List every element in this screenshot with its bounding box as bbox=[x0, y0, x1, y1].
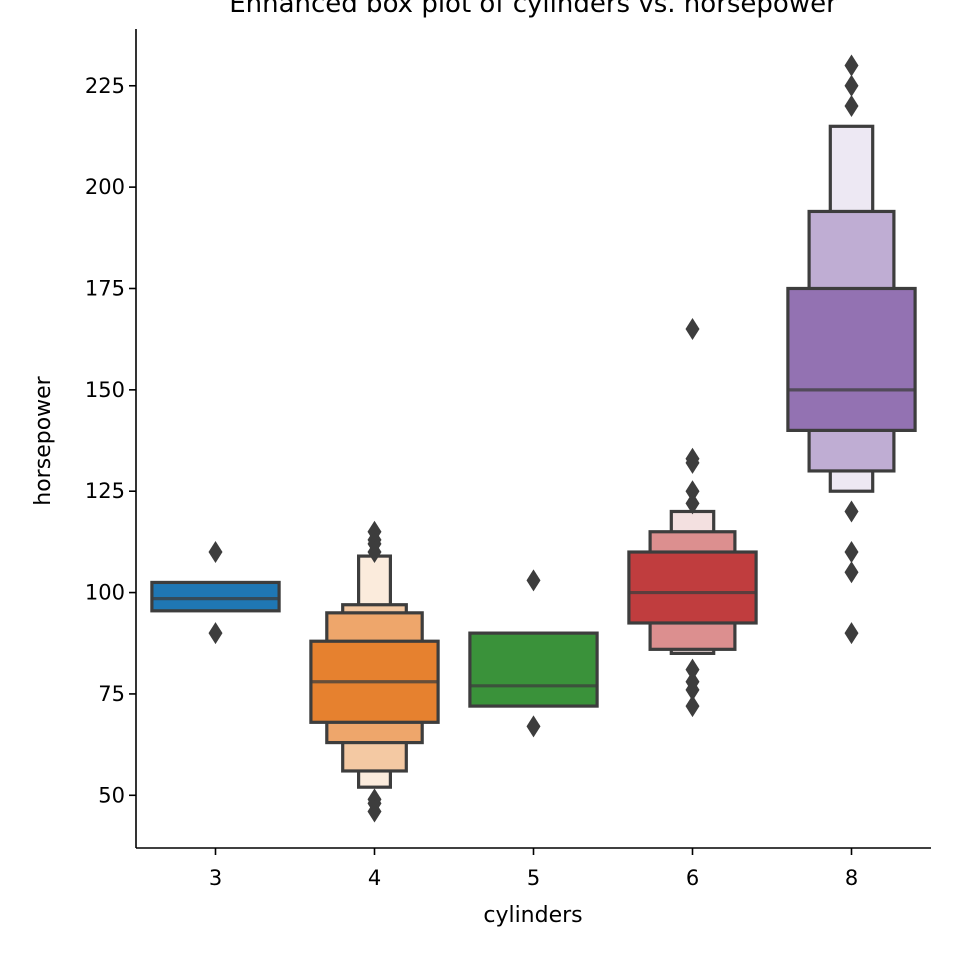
x-axis-label: cylinders bbox=[483, 903, 582, 928]
outlier-point bbox=[685, 658, 700, 681]
y-tick-label: 175 bbox=[85, 276, 125, 300]
outlier-point bbox=[367, 541, 382, 564]
y-ticks: 50 75 100 125 150 175 200 225 bbox=[85, 74, 136, 807]
x-ticks: 3 4 5 6 8 bbox=[209, 848, 858, 890]
box-group-5 bbox=[468, 569, 599, 738]
outlier-point bbox=[844, 561, 859, 584]
outlier-point bbox=[685, 492, 700, 515]
x-tick-label: 4 bbox=[368, 866, 381, 890]
chart-title: Enhanced box plot of cylinders vs. horse… bbox=[229, 0, 837, 19]
outlier-point bbox=[844, 74, 859, 97]
y-tick-label: 75 bbox=[98, 682, 125, 706]
x-tick-label: 6 bbox=[686, 866, 699, 890]
y-tick-label: 50 bbox=[98, 783, 125, 807]
plot-area bbox=[150, 54, 917, 823]
outlier-point bbox=[208, 622, 223, 645]
x-tick-label: 5 bbox=[527, 866, 540, 890]
outlier-point bbox=[685, 318, 700, 341]
y-tick-label: 150 bbox=[85, 378, 125, 402]
outlier-point bbox=[844, 541, 859, 564]
y-tick-label: 125 bbox=[85, 479, 125, 503]
outlier-point bbox=[685, 695, 700, 718]
x-tick-label: 3 bbox=[209, 866, 222, 890]
box-group-8 bbox=[786, 54, 917, 645]
y-axis-label: horsepower bbox=[31, 375, 56, 505]
box-level-1 bbox=[468, 631, 599, 708]
outlier-point bbox=[367, 800, 382, 823]
y-tick-label: 200 bbox=[85, 175, 125, 199]
outlier-point bbox=[208, 541, 223, 564]
outlier-point bbox=[526, 715, 541, 738]
box-level-1 bbox=[627, 550, 758, 625]
box-level-1 bbox=[786, 286, 917, 432]
outlier-point bbox=[526, 569, 541, 592]
outlier-point bbox=[685, 451, 700, 474]
outlier-point bbox=[685, 480, 700, 503]
outlier-point bbox=[844, 54, 859, 77]
box-level-1 bbox=[150, 580, 281, 613]
box-group-6 bbox=[627, 318, 758, 718]
outlier-point bbox=[685, 678, 700, 701]
box-group-4 bbox=[309, 520, 440, 823]
outlier-point bbox=[844, 622, 859, 645]
box-group-3 bbox=[150, 541, 281, 645]
outlier-point bbox=[844, 500, 859, 523]
y-tick-label: 100 bbox=[85, 581, 125, 605]
y-tick-label: 225 bbox=[85, 74, 125, 98]
x-tick-label: 8 bbox=[845, 866, 858, 890]
outlier-point bbox=[844, 95, 859, 118]
